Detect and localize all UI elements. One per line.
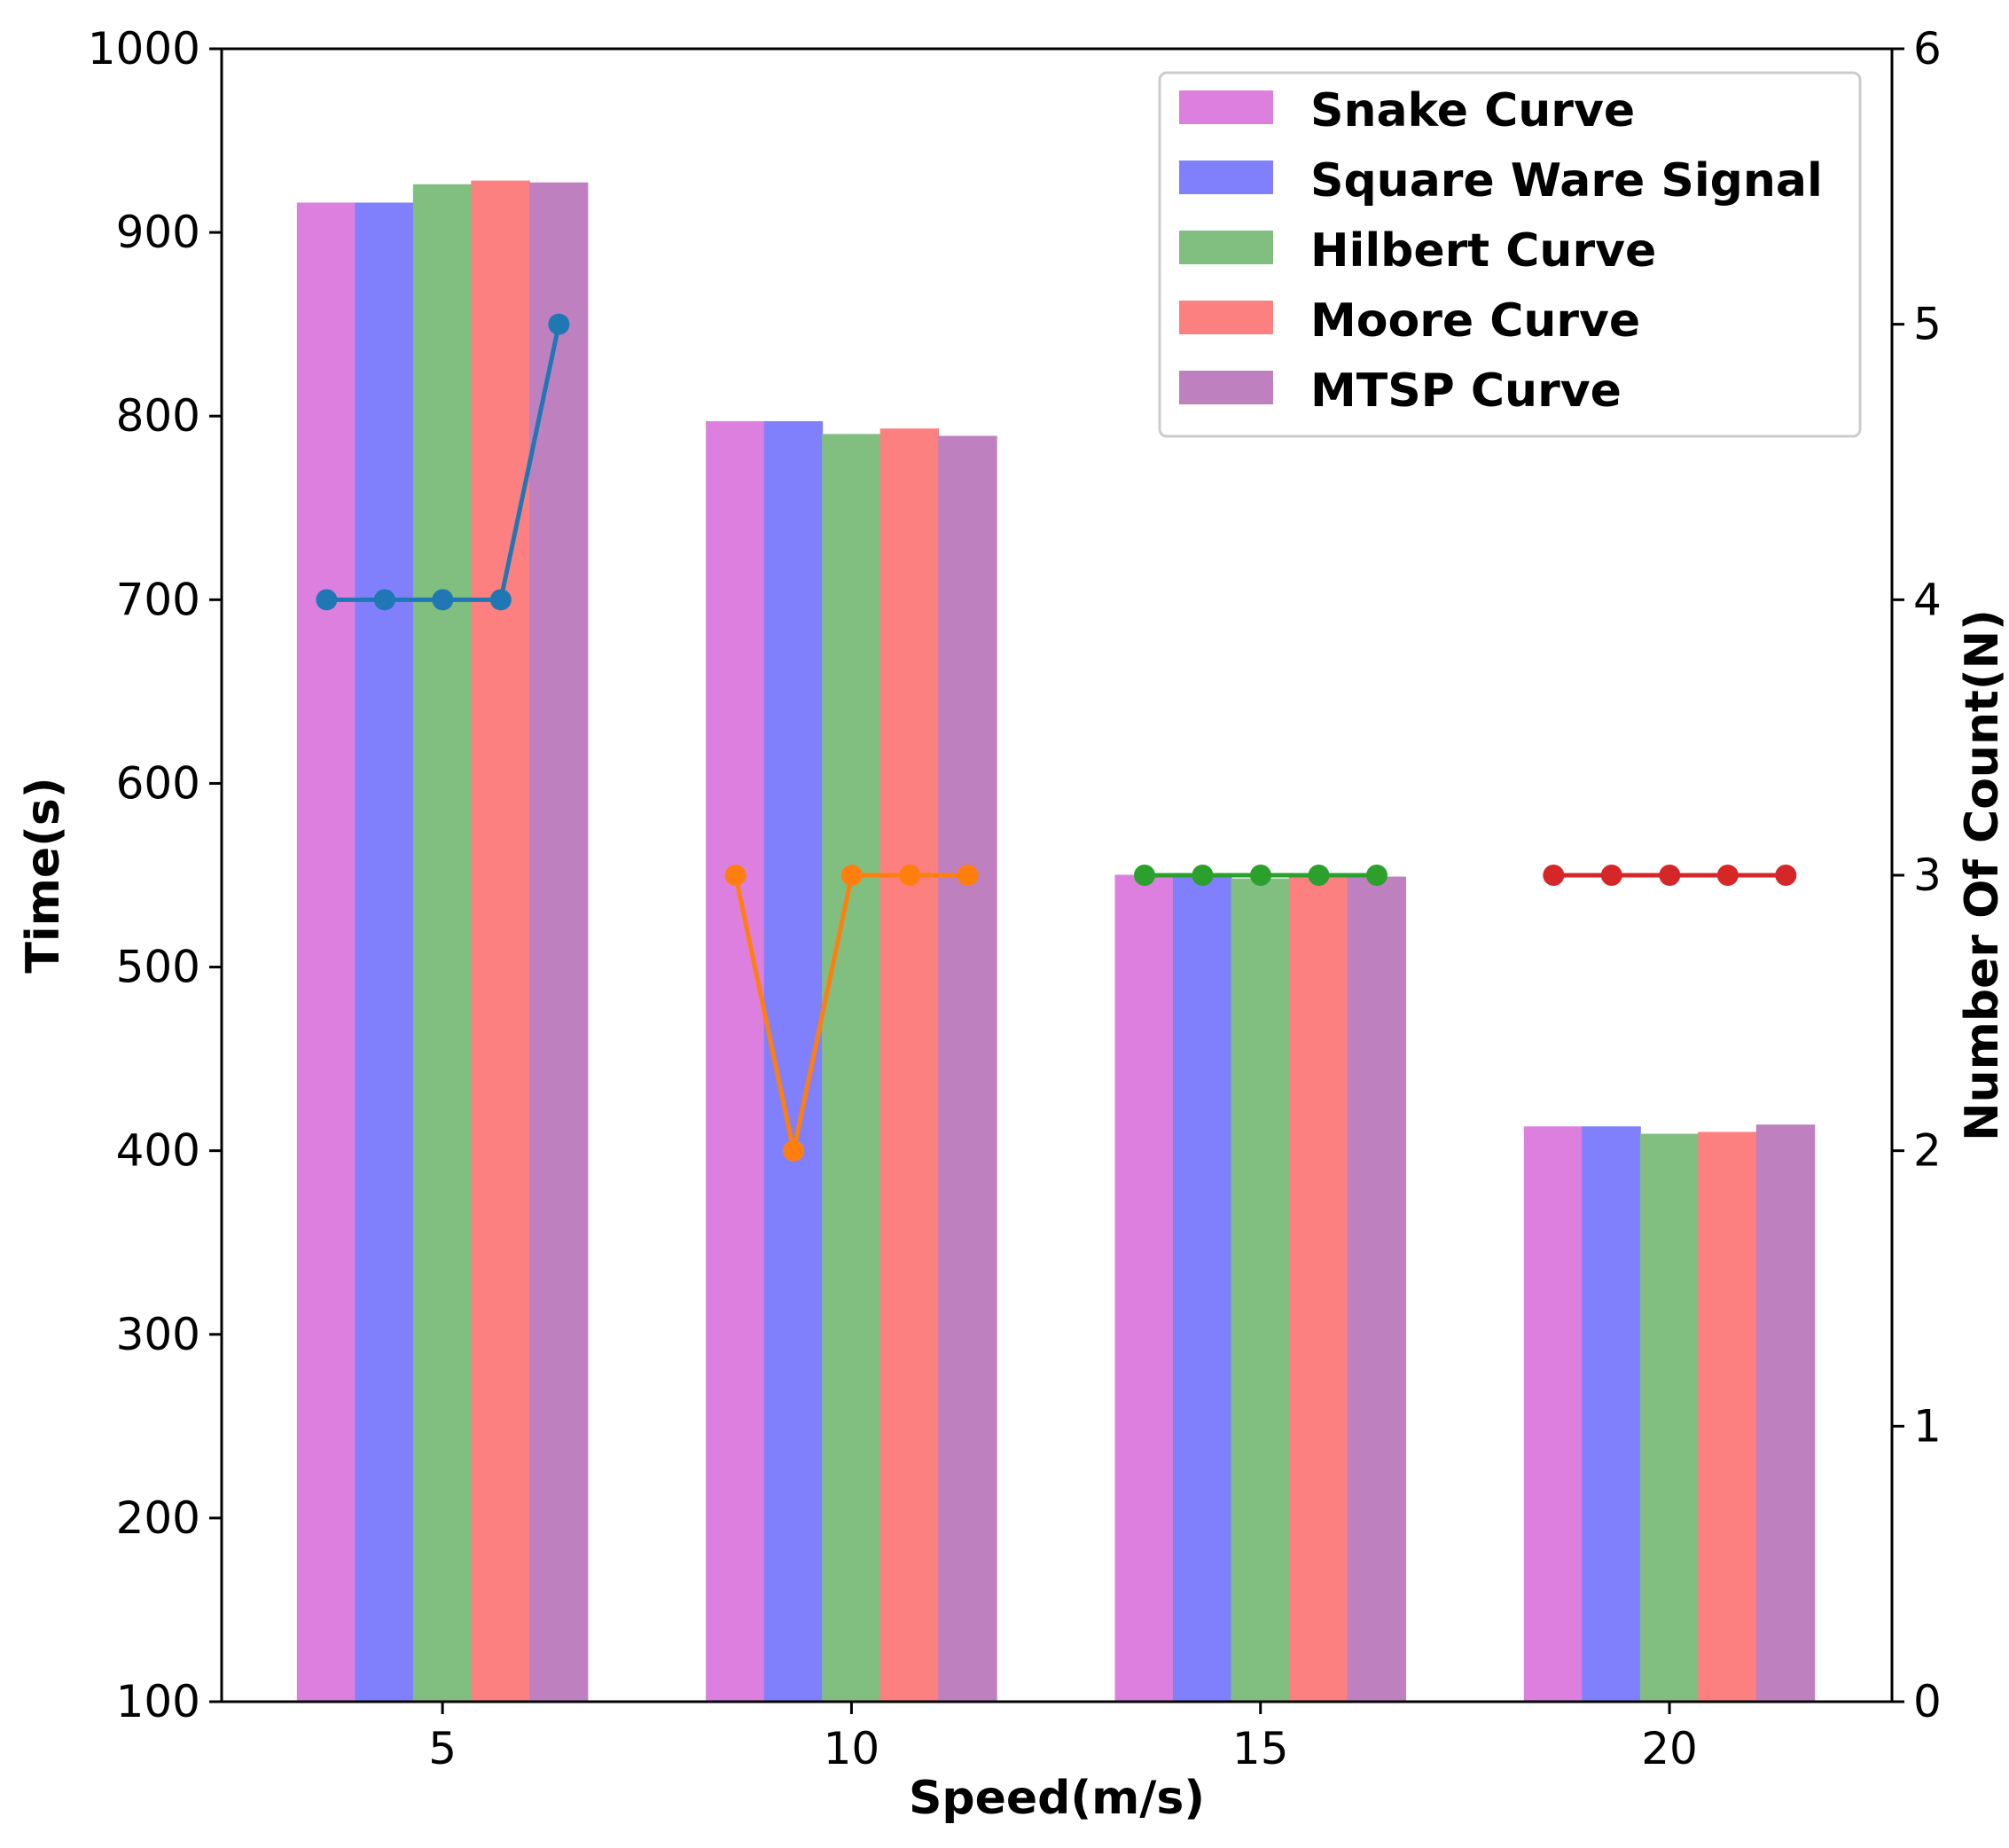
y2-tick-label: 0: [1913, 1676, 1942, 1727]
bars-layer: [296, 180, 1816, 1703]
count-point: [1308, 865, 1330, 886]
count-point: [1716, 865, 1739, 886]
bar: [822, 434, 881, 1703]
y-tick-label: 200: [116, 1492, 200, 1544]
y-tick-label: 900: [116, 207, 200, 258]
y-tick-label: 300: [116, 1309, 200, 1360]
bar: [1698, 1132, 1757, 1703]
bar: [1114, 874, 1174, 1703]
count-point: [373, 589, 395, 611]
y-tick-label: 500: [116, 942, 200, 993]
x-tick-label: 10: [824, 1723, 880, 1774]
y2-tick-label: 2: [1913, 1125, 1942, 1177]
count-point: [1775, 865, 1797, 886]
bar: [1231, 878, 1290, 1703]
bar: [355, 202, 414, 1703]
count-point: [1192, 865, 1214, 886]
legend-swatch: [1179, 90, 1273, 124]
count-point: [1600, 865, 1622, 886]
y-tick-label: 700: [116, 574, 200, 625]
y2-tick-label: 3: [1913, 850, 1942, 901]
count-point: [489, 589, 512, 611]
bar: [1347, 876, 1406, 1703]
bar: [1582, 1126, 1641, 1703]
count-point: [432, 589, 454, 611]
count-point: [724, 865, 747, 886]
legend-label: Hilbert Curve: [1310, 224, 1656, 278]
legend-label: Square Ware Signal: [1310, 154, 1823, 208]
legend-swatch: [1179, 161, 1273, 194]
y-tick-label: 600: [116, 757, 200, 809]
bar: [412, 184, 473, 1703]
x-tick-label: 20: [1641, 1723, 1698, 1774]
y2-tick-label: 4: [1913, 574, 1942, 625]
legend-label: Moore Curve: [1310, 294, 1640, 348]
bar: [1523, 1126, 1583, 1703]
bar: [938, 435, 997, 1703]
legend-frame: [1158, 71, 1862, 438]
bar: [1288, 876, 1348, 1703]
y2-axis-title: Number Of Count(N): [1956, 609, 2009, 1141]
y-tick-label: 1000: [88, 23, 200, 74]
y-tick-label: 100: [116, 1676, 200, 1727]
left-y-ticks: 100 200 300 400 500 600 700 800 900 1000: [88, 23, 222, 1727]
y-tick-label: 400: [116, 1125, 200, 1177]
bar: [1755, 1124, 1816, 1703]
count-point: [840, 865, 863, 886]
x-ticks: 5 10 15 20: [428, 1702, 1698, 1774]
count-point: [1365, 865, 1388, 886]
legend-swatch: [1179, 371, 1273, 404]
bar: [706, 420, 765, 1703]
count-point: [1133, 865, 1155, 886]
count-point: [1543, 865, 1565, 886]
x-tick-label: 5: [428, 1723, 457, 1774]
legend-label: Snake Curve: [1310, 84, 1635, 137]
bar: [1172, 874, 1232, 1703]
count-point: [1249, 865, 1271, 886]
y2-tick-label: 6: [1913, 23, 1942, 74]
bar: [879, 428, 940, 1703]
y-tick-label: 800: [116, 390, 200, 442]
bar: [296, 202, 356, 1703]
x-axis-title: Speed(m/s): [909, 1772, 1205, 1825]
legend: Snake Curve Square Ware Signal Hilbert Cur…: [1158, 71, 1862, 438]
bar: [528, 182, 589, 1703]
legend-swatch: [1179, 231, 1273, 264]
count-point: [316, 589, 338, 611]
count-point: [548, 313, 570, 335]
right-y-ticks: 0 1 2 3 4 5 6: [1892, 23, 1942, 1727]
legend-swatch: [1179, 301, 1273, 334]
count-point: [1659, 865, 1681, 886]
bar: [471, 180, 530, 1703]
count-point: [957, 865, 979, 886]
legend-label: MTSP Curve: [1310, 364, 1622, 418]
bar: [1639, 1133, 1700, 1703]
y-axis-title: Time(s): [17, 777, 70, 973]
count-point: [899, 865, 921, 886]
y2-tick-label: 1: [1913, 1400, 1942, 1452]
count-lines-layer: [316, 313, 1797, 1162]
y2-tick-label: 5: [1913, 299, 1942, 350]
x-tick-label: 15: [1232, 1723, 1289, 1774]
count-point: [783, 1139, 805, 1162]
